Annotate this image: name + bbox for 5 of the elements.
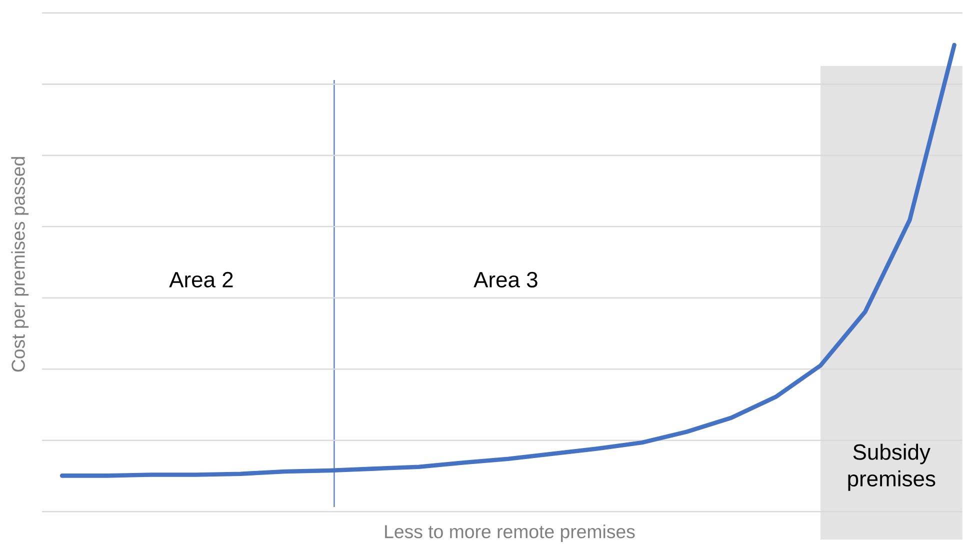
x-axis-title: Less to more remote premises [385, 524, 635, 542]
annotation: Subsidy premises [848, 444, 936, 492]
y-axis-title: Cost per premises passed [11, 157, 29, 372]
annotation: Area 2 [169, 272, 233, 288]
annotation: Area 3 [474, 272, 538, 288]
